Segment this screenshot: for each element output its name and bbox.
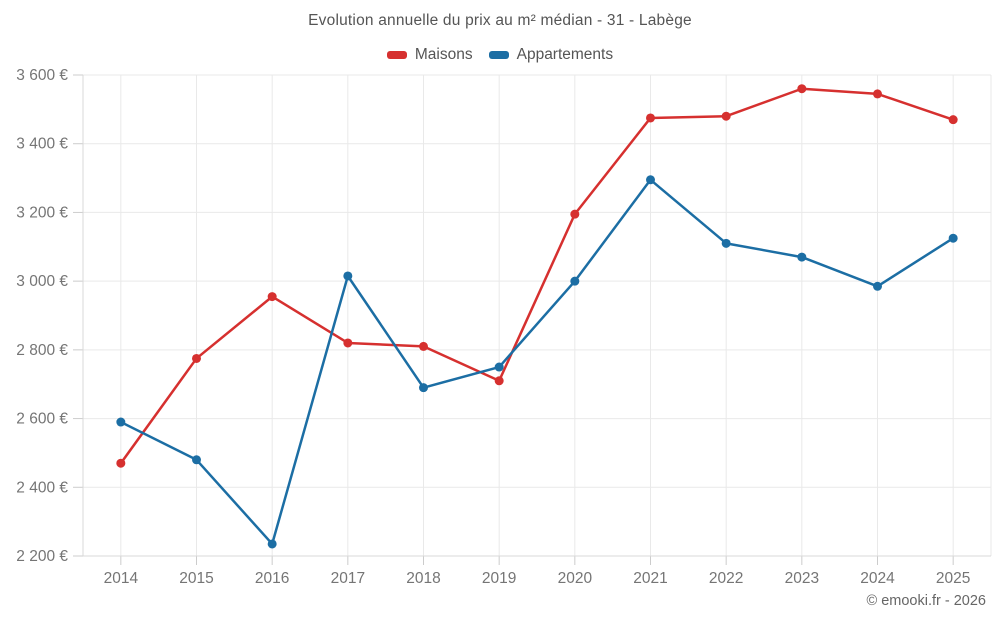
x-axis-tick-label: 2022 [709, 570, 743, 587]
y-axis-tick-label: 2 200 € [16, 548, 68, 565]
data-point[interactable] [419, 383, 428, 393]
data-point[interactable] [267, 292, 277, 302]
legend-label-appartements: Appartements [516, 46, 614, 63]
gridlines: 2 200 € 2 400 € 2 600 € 2 800 € 3 000 € 3 200… [16, 67, 991, 587]
legend-item-maisons[interactable]: Maisons [386, 46, 473, 64]
y-axis-tick-label: 3 000 € [16, 273, 68, 290]
x-axis-tick-label: 2021 [633, 570, 667, 587]
data-point[interactable] [873, 281, 882, 291]
x-axis-tick-label: 2019 [482, 570, 516, 587]
y-axis-tick-label: 3 400 € [16, 136, 68, 153]
legend-label-maisons: Maisons [414, 46, 473, 63]
x-axis-tick-label: 2016 [255, 570, 289, 587]
data-point[interactable] [343, 338, 353, 348]
x-axis-tick-label: 2017 [331, 570, 365, 587]
data-point[interactable] [494, 376, 504, 386]
x-axis-tick-label: 2014 [104, 570, 139, 587]
legend: Maisons Appartements [0, 46, 1000, 64]
data-point[interactable] [873, 89, 882, 99]
data-point[interactable] [646, 175, 655, 185]
data-point[interactable] [570, 209, 580, 219]
data-point[interactable] [570, 276, 580, 286]
chart-title: Evolution annuelle du prix au m² médian … [308, 12, 692, 29]
data-point[interactable] [646, 113, 655, 123]
y-axis-tick-label: 3 200 € [16, 204, 68, 221]
data-point[interactable] [948, 233, 958, 243]
data-point[interactable] [192, 353, 201, 363]
x-axis-tick-label: 2015 [179, 570, 213, 587]
x-axis-tick-label: 2018 [406, 570, 440, 587]
series-maisons [116, 84, 958, 468]
data-point[interactable] [419, 341, 428, 351]
data-point[interactable] [343, 271, 353, 281]
y-axis-tick-label: 2 800 € [16, 342, 68, 359]
data-point[interactable] [494, 362, 504, 372]
series-appartements [116, 175, 958, 549]
x-axis-tick-label: 2025 [936, 570, 970, 587]
y-axis-tick-label: 2 600 € [16, 411, 68, 428]
y-axis-tick-label: 2 400 € [16, 479, 68, 496]
x-axis-tick-label: 2024 [860, 570, 895, 587]
data-point[interactable] [192, 455, 201, 465]
legend-item-appartements[interactable]: Appartements [488, 46, 614, 64]
maisons-swatch-icon [386, 51, 407, 59]
appartements-swatch-icon [488, 51, 509, 59]
copyright: © emooki.fr - 2026 [866, 593, 986, 609]
data-point[interactable] [797, 84, 807, 94]
data-point[interactable] [721, 111, 731, 121]
x-axis-tick-label: 2020 [558, 570, 593, 587]
y-axis-tick-label: 3 600 € [16, 67, 68, 84]
series-line [119, 87, 955, 465]
data-point[interactable] [948, 115, 958, 125]
data-point[interactable] [797, 252, 807, 262]
series-line [119, 178, 955, 546]
data-point[interactable] [267, 539, 277, 549]
data-point[interactable] [721, 238, 731, 248]
data-point[interactable] [116, 417, 126, 427]
data-point[interactable] [116, 458, 126, 468]
x-axis-tick-label: 2023 [785, 570, 819, 587]
